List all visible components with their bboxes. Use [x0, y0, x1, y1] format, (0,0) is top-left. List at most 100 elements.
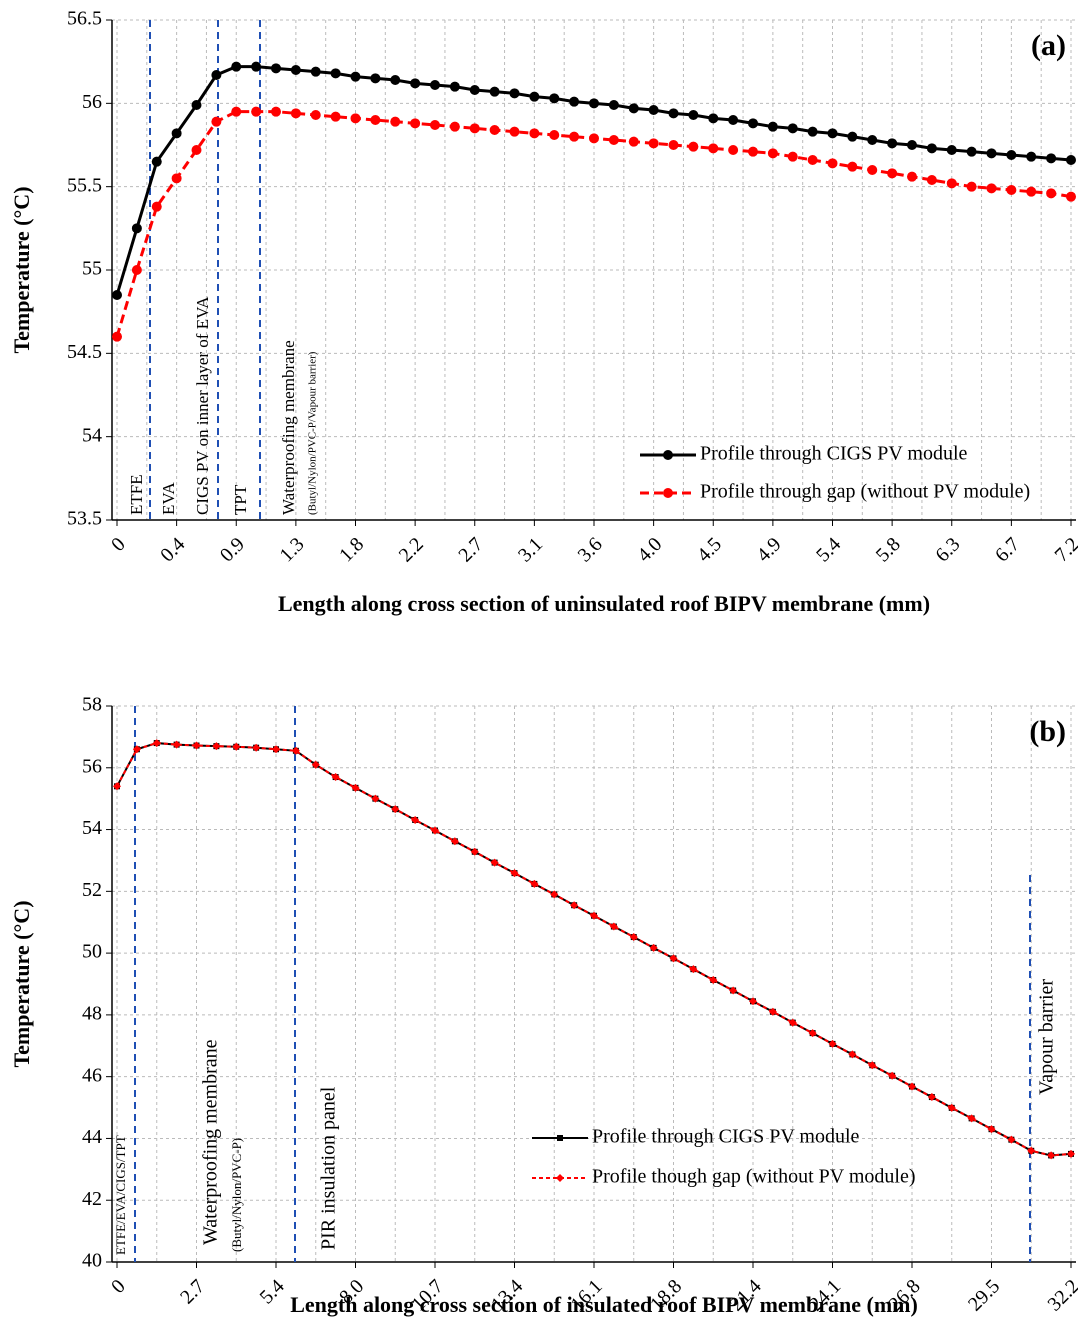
point [927, 1093, 936, 1102]
y-tick-label: 58 [82, 694, 102, 716]
point [787, 151, 798, 162]
legend-label: Profile through CIGS PV module [700, 443, 968, 465]
point [946, 178, 957, 189]
point [411, 815, 420, 824]
point [569, 131, 580, 142]
point [649, 943, 658, 952]
point [986, 183, 997, 194]
point [430, 120, 440, 130]
y-axis-title: Temperature (°C) [9, 186, 34, 353]
x-tick-label: 2.7 [454, 533, 487, 566]
point [290, 108, 301, 119]
x-tick-label: 7.2 [1051, 533, 1078, 566]
x-tick-label: 0.4 [156, 533, 189, 566]
y-tick-label: 55.5 [67, 174, 102, 196]
point [987, 1125, 996, 1134]
point [926, 143, 937, 154]
legend-marker [663, 488, 673, 498]
point [470, 847, 479, 856]
point [1046, 153, 1057, 164]
point [231, 106, 242, 117]
point [908, 1082, 916, 1091]
point [1007, 1135, 1016, 1144]
point [131, 265, 142, 275]
x-tick-label: 29.5 [964, 1275, 1004, 1315]
point [709, 975, 718, 984]
point [152, 739, 161, 748]
x-tick-label: 4.5 [693, 533, 726, 566]
point [887, 168, 898, 179]
x-tick-label: 1.8 [335, 533, 368, 566]
point [748, 146, 758, 157]
point [807, 126, 818, 137]
y-tick-label: 42 [82, 1188, 102, 1210]
point [251, 106, 262, 117]
point [330, 68, 341, 79]
legend-label: Profile through gap (without PV module) [700, 481, 1030, 503]
y-tick-label: 52 [82, 879, 102, 901]
y-tick-label: 56.5 [67, 8, 102, 30]
point [1046, 188, 1057, 199]
point [848, 1050, 857, 1059]
x-tick-label: 1.3 [275, 533, 308, 566]
point [272, 745, 280, 754]
point [489, 86, 500, 97]
x-tick-label: 4.0 [633, 533, 666, 566]
point [827, 128, 838, 139]
layer-label: TPT [231, 484, 250, 515]
point [1047, 1151, 1056, 1160]
point [749, 997, 757, 1006]
panel-label: (a) [1031, 29, 1066, 62]
y-tick-label: 48 [82, 1002, 102, 1024]
point [212, 742, 221, 751]
layer-label: CIGS PV on inner layer of EVA [193, 296, 212, 515]
y-tick-label: 54 [82, 817, 102, 839]
point [688, 110, 699, 120]
x-tick-label: 2.2 [395, 533, 428, 566]
point [570, 901, 579, 910]
x-tick-label: 0 [107, 533, 130, 556]
point [529, 91, 540, 102]
point [132, 745, 141, 754]
legend-marker [557, 1135, 563, 1141]
point [449, 81, 460, 92]
point [628, 136, 639, 147]
point [966, 146, 977, 157]
point [112, 290, 122, 300]
point [569, 96, 580, 107]
point [1006, 150, 1017, 160]
point [1067, 1149, 1075, 1158]
layer-label: PIR insulation panel [318, 1086, 340, 1250]
point [590, 911, 598, 920]
point [907, 171, 917, 182]
point [370, 73, 381, 84]
point [828, 1039, 837, 1048]
point [628, 103, 639, 114]
legend-marker [663, 450, 673, 460]
point [867, 135, 878, 145]
point [529, 128, 540, 139]
point [550, 890, 559, 899]
point [767, 148, 778, 159]
point [391, 805, 400, 814]
point [788, 1018, 797, 1027]
point [310, 110, 321, 120]
y-tick-label: 54.5 [67, 341, 102, 363]
x-axis-title: Length along cross section of uninsulate… [278, 591, 930, 616]
point [1066, 191, 1076, 202]
point [410, 78, 421, 89]
point [986, 148, 997, 159]
point [371, 794, 380, 803]
point [967, 1114, 976, 1123]
point [648, 105, 659, 115]
point [847, 161, 858, 172]
point [450, 837, 459, 846]
point [350, 71, 361, 82]
point [151, 201, 162, 212]
layer-label: Waterproofing membrane [200, 1039, 222, 1245]
point [907, 140, 917, 150]
layer-label: Vapour barrier [1036, 979, 1058, 1095]
point [648, 138, 659, 149]
point [787, 123, 798, 134]
